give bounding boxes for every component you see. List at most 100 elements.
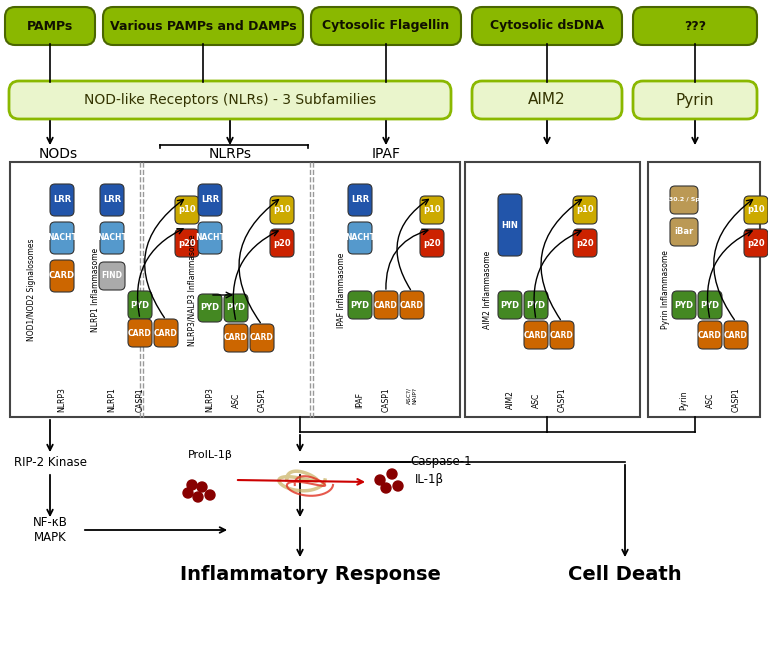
Text: NACHT: NACHT — [47, 234, 77, 243]
Text: LRR: LRR — [103, 195, 121, 204]
Text: NLRP1 Inflammasome: NLRP1 Inflammasome — [91, 248, 100, 332]
Text: CASP1: CASP1 — [558, 387, 567, 412]
Text: AIM2: AIM2 — [505, 391, 515, 410]
Bar — [10, 162, 460, 417]
FancyBboxPatch shape — [744, 229, 768, 257]
Text: p10: p10 — [423, 206, 441, 215]
Text: NOD-like Receptors (NLRs) - 3 Subfamilies: NOD-like Receptors (NLRs) - 3 Subfamilie… — [84, 93, 376, 107]
Circle shape — [197, 482, 207, 492]
FancyBboxPatch shape — [175, 229, 199, 257]
Text: PYD: PYD — [501, 300, 520, 310]
Text: CASP1: CASP1 — [135, 387, 144, 412]
FancyBboxPatch shape — [198, 294, 222, 322]
Circle shape — [381, 483, 391, 493]
Text: PYD: PYD — [131, 300, 150, 310]
Text: AIM2: AIM2 — [528, 93, 566, 108]
Text: PYD: PYD — [674, 300, 694, 310]
Circle shape — [387, 469, 397, 479]
FancyBboxPatch shape — [9, 81, 451, 119]
FancyBboxPatch shape — [698, 291, 722, 319]
FancyBboxPatch shape — [224, 324, 248, 352]
Text: HIN: HIN — [502, 221, 518, 230]
FancyBboxPatch shape — [270, 196, 294, 224]
Text: PAMPs: PAMPs — [27, 19, 73, 32]
Text: B30.2 / Spy: B30.2 / Spy — [664, 197, 704, 202]
Text: NACHT: NACHT — [195, 234, 225, 243]
Circle shape — [183, 488, 193, 498]
Text: Caspase-1: Caspase-1 — [410, 456, 472, 469]
Text: p10: p10 — [178, 206, 196, 215]
Text: ???: ??? — [684, 19, 706, 32]
Text: NOD1/NOD2 Signalosomes: NOD1/NOD2 Signalosomes — [28, 239, 37, 341]
Text: RIP-2 Kinase: RIP-2 Kinase — [14, 456, 87, 469]
Text: CARD: CARD — [724, 330, 748, 339]
Text: PYD: PYD — [227, 304, 246, 313]
Text: Cytosolic dsDNA: Cytosolic dsDNA — [490, 19, 604, 32]
FancyBboxPatch shape — [154, 319, 178, 347]
FancyBboxPatch shape — [744, 196, 768, 224]
FancyBboxPatch shape — [50, 222, 74, 254]
Text: LRR: LRR — [201, 195, 219, 204]
Text: p10: p10 — [273, 206, 291, 215]
Bar — [648, 162, 760, 417]
FancyBboxPatch shape — [5, 7, 95, 45]
FancyBboxPatch shape — [524, 291, 548, 319]
Text: Cell Death: Cell Death — [568, 565, 682, 585]
FancyBboxPatch shape — [311, 7, 461, 45]
Text: ASC: ASC — [531, 393, 541, 408]
FancyBboxPatch shape — [724, 321, 748, 349]
FancyBboxPatch shape — [198, 184, 222, 216]
Text: p20: p20 — [273, 238, 291, 247]
Bar — [465, 162, 640, 417]
Text: p10: p10 — [747, 206, 765, 215]
Text: LRR: LRR — [351, 195, 369, 204]
Text: p10: p10 — [576, 206, 594, 215]
FancyBboxPatch shape — [348, 222, 372, 254]
Text: CASP1: CASP1 — [382, 387, 390, 412]
Circle shape — [193, 492, 203, 502]
FancyBboxPatch shape — [472, 7, 622, 45]
Text: IPAF: IPAF — [372, 147, 400, 161]
FancyBboxPatch shape — [498, 291, 522, 319]
Text: PYD: PYD — [350, 300, 369, 310]
FancyBboxPatch shape — [672, 291, 696, 319]
FancyBboxPatch shape — [100, 184, 124, 216]
FancyBboxPatch shape — [573, 229, 597, 257]
Text: CARD: CARD — [128, 328, 152, 337]
Text: Cytosolic Flagellin: Cytosolic Flagellin — [323, 19, 449, 32]
Text: ASC?/
NAIP?: ASC?/ NAIP? — [406, 387, 417, 404]
FancyBboxPatch shape — [250, 324, 274, 352]
Text: CARD: CARD — [49, 271, 75, 280]
FancyBboxPatch shape — [573, 196, 597, 224]
Circle shape — [393, 481, 403, 491]
Text: AIM2 Inflammasome: AIM2 Inflammasome — [484, 251, 492, 329]
Text: CARD: CARD — [550, 330, 574, 339]
FancyBboxPatch shape — [670, 218, 698, 246]
FancyBboxPatch shape — [99, 262, 125, 290]
Text: Inflammatory Response: Inflammatory Response — [180, 565, 440, 585]
Text: CARD: CARD — [224, 334, 248, 343]
FancyBboxPatch shape — [698, 321, 722, 349]
FancyBboxPatch shape — [633, 81, 757, 119]
Text: CARD: CARD — [154, 328, 178, 337]
Text: NLRP3: NLRP3 — [206, 387, 214, 412]
Text: CARD: CARD — [698, 330, 722, 339]
Text: CASP1: CASP1 — [257, 387, 266, 412]
FancyBboxPatch shape — [224, 294, 248, 322]
FancyBboxPatch shape — [550, 321, 574, 349]
Text: p20: p20 — [747, 238, 765, 247]
Text: NLRP3: NLRP3 — [58, 387, 67, 412]
FancyBboxPatch shape — [498, 194, 522, 256]
Text: CARD: CARD — [524, 330, 548, 339]
Text: CARD: CARD — [250, 334, 274, 343]
Text: NLRPs: NLRPs — [208, 147, 251, 161]
FancyBboxPatch shape — [374, 291, 398, 319]
FancyBboxPatch shape — [670, 186, 698, 214]
Text: CARD: CARD — [374, 300, 398, 310]
Text: ASC: ASC — [231, 393, 240, 408]
FancyBboxPatch shape — [103, 7, 303, 45]
Text: NLRP1: NLRP1 — [108, 387, 117, 412]
Text: PYD: PYD — [700, 300, 720, 310]
Text: LRR: LRR — [53, 195, 71, 204]
Text: Pyrin: Pyrin — [680, 390, 688, 410]
